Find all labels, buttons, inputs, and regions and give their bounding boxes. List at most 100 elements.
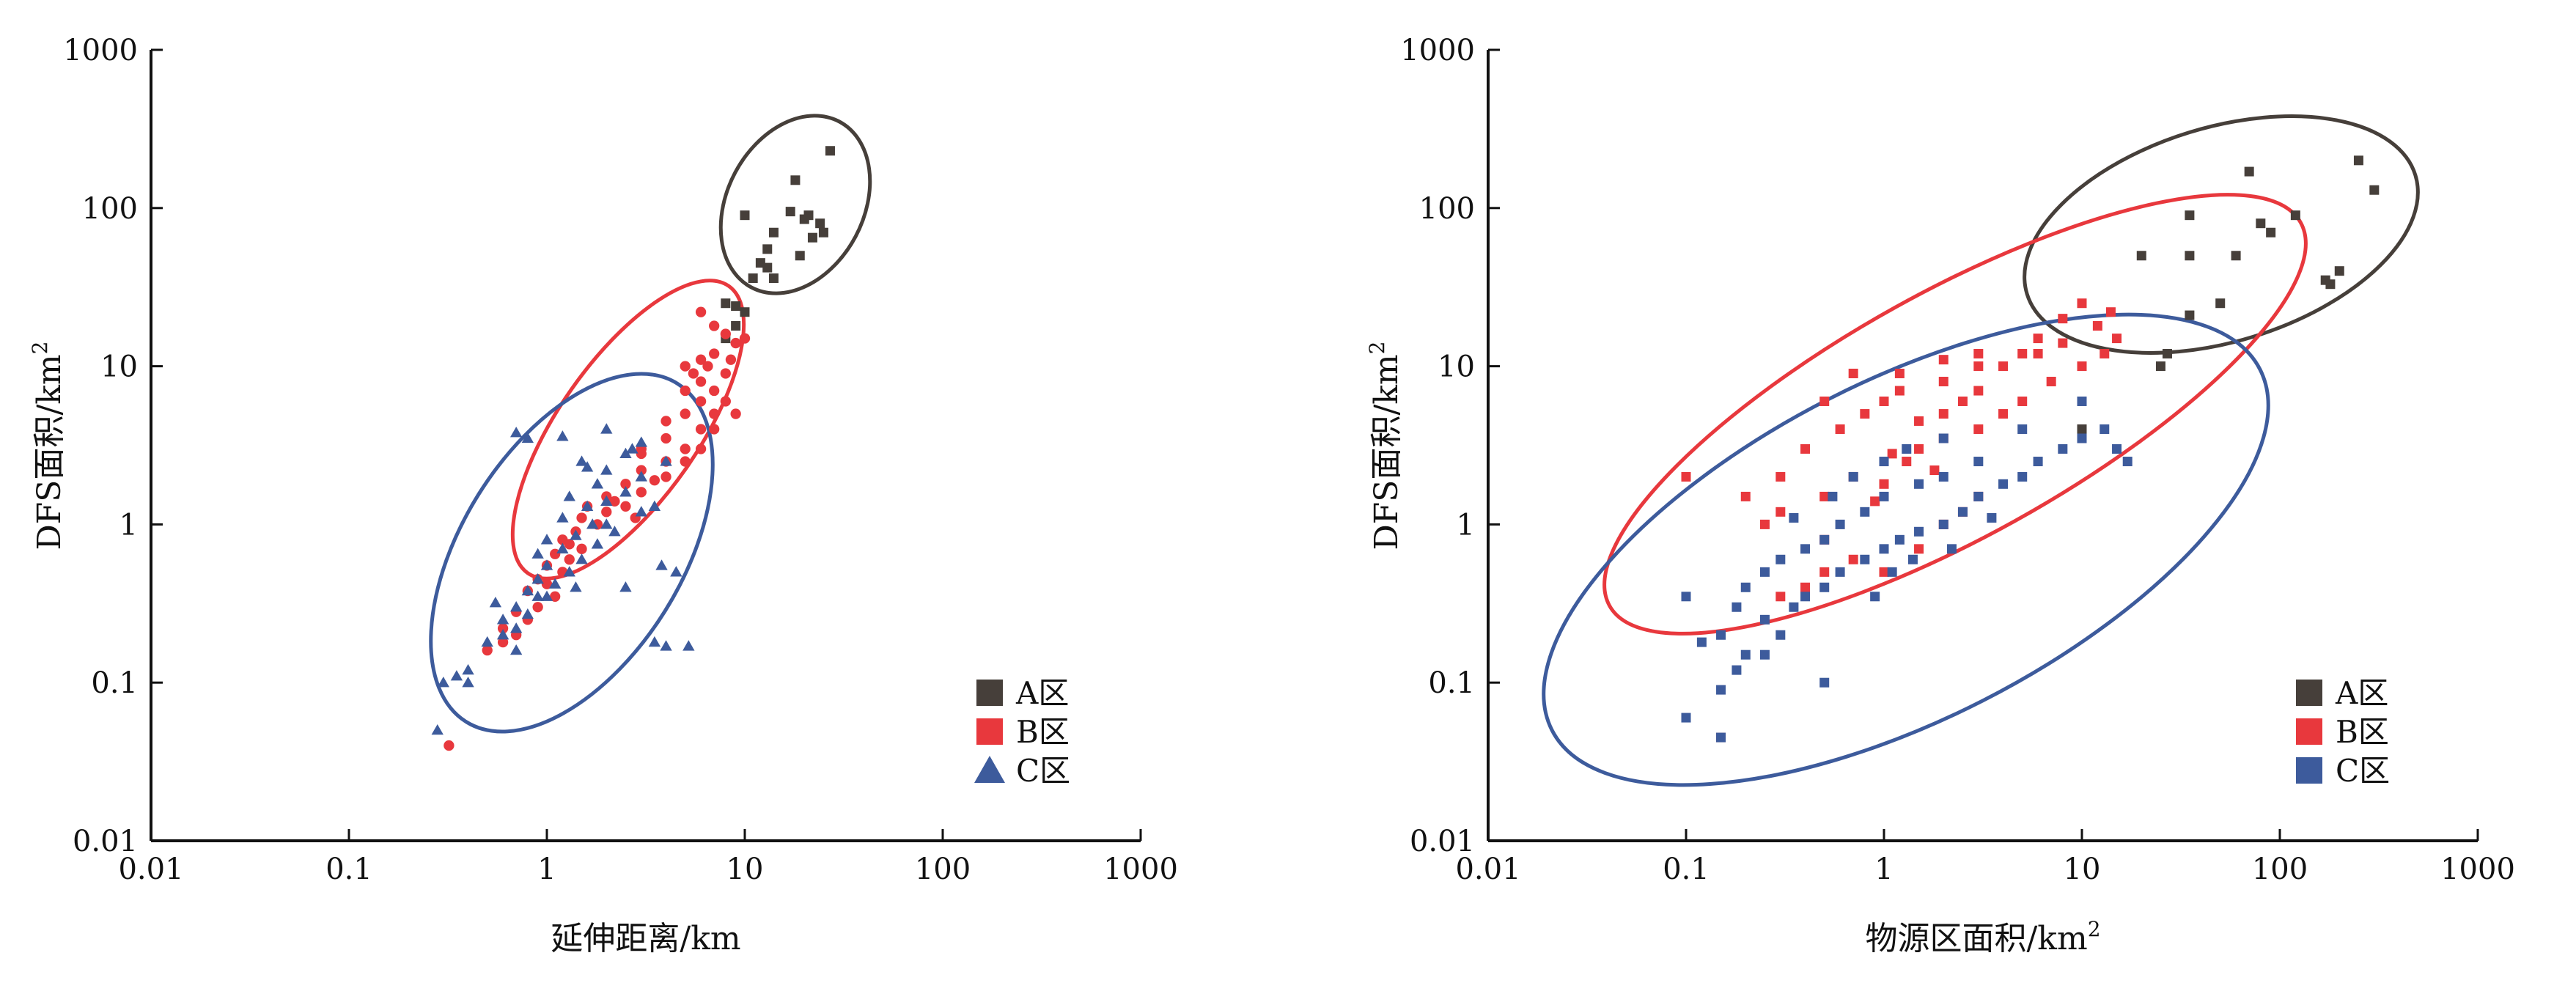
data-point-c	[1914, 526, 1924, 537]
data-point-b	[1800, 443, 1811, 454]
data-point-b	[2046, 377, 2056, 387]
data-point-c	[1740, 582, 1751, 592]
cluster-ellipses	[429, 114, 872, 734]
data-point-b	[1819, 567, 1830, 577]
data-point-c	[509, 427, 523, 438]
data-point-c	[1759, 649, 1770, 660]
data-point-b	[1973, 386, 1984, 396]
data-point-c	[635, 506, 648, 517]
data-point-c	[1870, 592, 1880, 602]
data-point-c	[1987, 512, 1997, 523]
data-point-a	[2155, 361, 2165, 372]
data-point-c	[1887, 567, 1897, 577]
data-point-b	[550, 591, 561, 602]
data-point-c	[563, 490, 575, 501]
x-tick-label: 0.1	[1663, 853, 1710, 886]
x-axis-title: 物源区面积/km2	[1865, 917, 2100, 957]
x-tick-label: 100	[915, 853, 971, 886]
ellipse-a	[718, 114, 872, 295]
data-point-c	[1716, 630, 1726, 640]
data-point-b	[497, 636, 509, 648]
data-point-b	[1914, 443, 1924, 454]
data-point-c	[600, 464, 613, 475]
data-point-b	[695, 396, 707, 407]
data-point-b	[1998, 409, 2009, 419]
data-point-c	[1907, 554, 1918, 564]
data-point-c	[509, 644, 523, 655]
data-point-c	[1946, 544, 1957, 554]
data-point-c	[531, 590, 544, 601]
x-tick-label: 10	[726, 853, 764, 886]
data-point-a	[748, 273, 758, 284]
y-axis-title-superscript: 2	[1365, 342, 1389, 355]
data-point-c	[581, 461, 594, 472]
data-point-b	[739, 333, 751, 344]
data-point-c	[635, 436, 648, 447]
data-point-c	[563, 566, 575, 577]
y-tick-label: 0.01	[1410, 825, 1475, 858]
data-point-c	[1819, 582, 1830, 592]
data-point-c	[2017, 471, 2028, 482]
data-point-c	[670, 566, 682, 577]
data-point-b	[1740, 491, 1751, 501]
x-tick-label: 100	[2252, 853, 2308, 886]
data-point-c	[648, 500, 661, 511]
data-point-c	[2100, 424, 2110, 434]
data-point-c	[556, 430, 569, 441]
legend-marker-c	[974, 756, 1005, 783]
data-point-c	[540, 590, 553, 601]
data-point-c	[682, 640, 695, 651]
x-tick-label: 0.01	[118, 853, 183, 886]
data-point-b	[720, 396, 731, 407]
data-point-c	[1759, 567, 1770, 577]
data-point-b	[2100, 349, 2110, 359]
data-point-b	[695, 443, 707, 454]
data-point-a	[790, 175, 801, 185]
data-point-a	[2162, 349, 2172, 359]
data-point-b	[680, 408, 691, 419]
data-point-a	[731, 321, 741, 331]
data-point-b	[1759, 519, 1770, 529]
data-point-b	[1894, 386, 1905, 396]
y-tick-label: 100	[1419, 192, 1475, 226]
data-point-c	[619, 447, 632, 459]
x-tick-label: 0.1	[325, 853, 372, 886]
data-point-a	[740, 210, 750, 221]
data-point-c	[1835, 519, 1845, 529]
data-point-c	[1696, 637, 1707, 647]
y-axis-title-superscript: 2	[28, 342, 52, 355]
ellipse-a	[2023, 114, 2420, 355]
axis-ticks: 0.01 0.1 1 10 100 1000 0.01 0.1 1 10 100 1000	[63, 34, 1178, 886]
data-point-a	[807, 232, 817, 243]
data-point-a	[762, 262, 773, 273]
data-point-a	[2353, 155, 2363, 166]
data-point-c	[1819, 677, 1830, 688]
data-point-c	[481, 636, 493, 647]
data-point-c	[450, 670, 463, 681]
data-point-b	[680, 361, 691, 372]
data-point-c	[591, 538, 604, 549]
data-point-b	[550, 548, 561, 559]
data-point-c	[1860, 507, 1870, 517]
data-point-a	[2290, 210, 2300, 221]
data-point-c	[1879, 491, 1889, 501]
data-point-b	[1938, 409, 1948, 419]
data-point-b	[636, 465, 647, 476]
data-point-b	[2017, 349, 2028, 359]
data-point-c	[437, 677, 450, 688]
data-point-b	[680, 443, 691, 454]
data-point-c	[556, 542, 569, 553]
data-point-c	[1973, 491, 1984, 501]
data-point-c	[2077, 396, 2087, 406]
data-point-b	[564, 554, 575, 565]
data-point-b	[609, 496, 620, 507]
y-tick-label: 1	[119, 508, 138, 542]
data-point-c	[1681, 592, 1691, 602]
data-point-c	[1775, 630, 1786, 640]
data-point-b	[576, 543, 587, 554]
x-tick-label: 1000	[2440, 853, 2515, 886]
data-point-b	[1860, 409, 1870, 419]
data-point-b	[541, 578, 553, 589]
data-point-b	[695, 354, 707, 365]
data-point-a	[740, 307, 750, 317]
